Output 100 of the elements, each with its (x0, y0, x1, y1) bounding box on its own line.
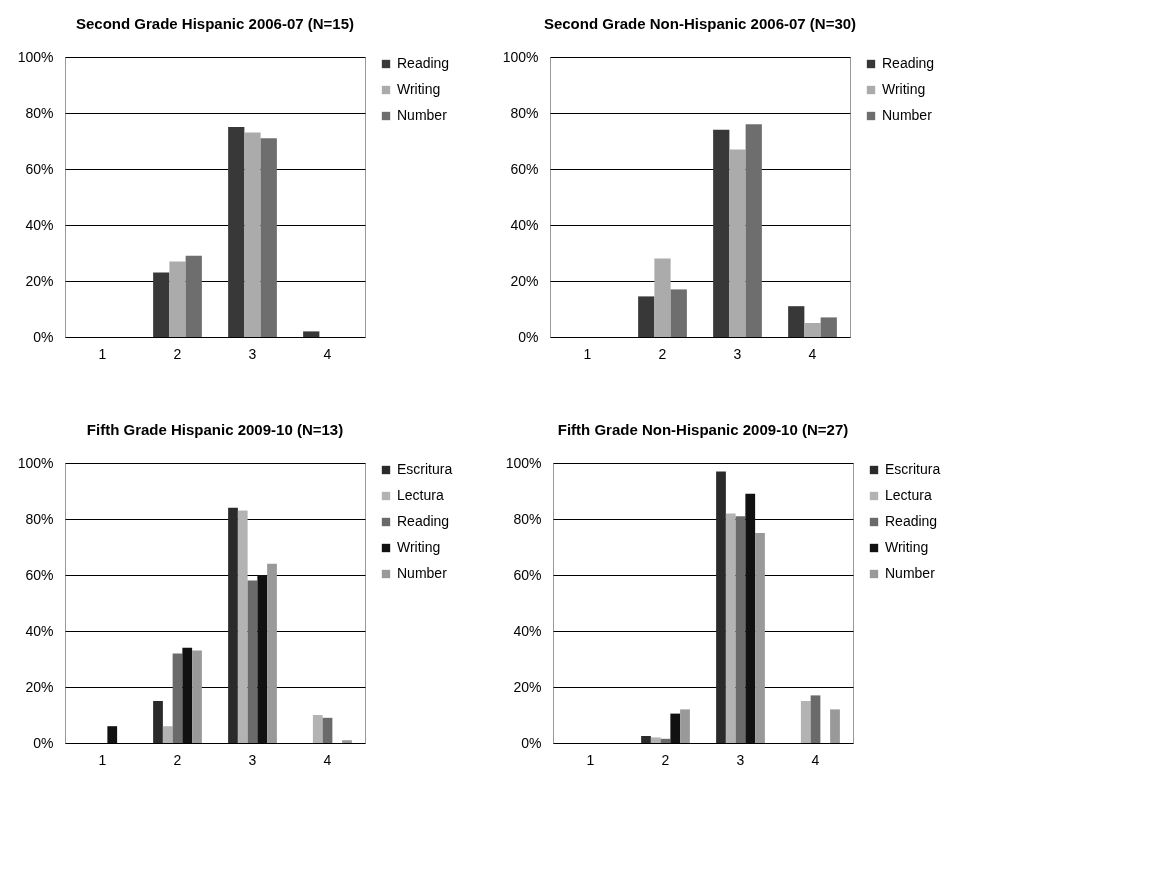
bar (810, 695, 821, 743)
bar (172, 653, 183, 743)
bar (745, 493, 756, 743)
legend-label: Reading (397, 55, 450, 71)
bar (670, 289, 687, 337)
bar (830, 709, 840, 743)
chart-title: Second Grade Hispanic 2006-07 (N=15) (75, 15, 355, 32)
bar (260, 138, 277, 337)
y-tick-label: 0% (33, 328, 54, 345)
y-tick-label: 60% (25, 566, 54, 583)
bar (153, 272, 170, 337)
y-tick-label: 0% (33, 734, 54, 751)
bar (322, 717, 333, 743)
legend-label: Writing (397, 81, 441, 97)
bar (182, 647, 193, 743)
bar (303, 331, 320, 337)
y-tick-label: 100% (17, 48, 54, 65)
x-tick-label: 3 (736, 751, 745, 768)
y-tick-label: 60% (510, 160, 539, 177)
x-tick-label: 2 (173, 345, 182, 362)
bar (820, 317, 837, 337)
bar (153, 701, 163, 743)
x-tick-label: 4 (323, 751, 332, 768)
bar (107, 726, 118, 743)
y-tick-label: 80% (510, 104, 539, 121)
legend-label: Reading (885, 513, 938, 529)
bar (312, 715, 323, 743)
x-tick-label: 2 (658, 345, 667, 362)
bar (192, 650, 202, 743)
x-tick-label: 3 (733, 345, 742, 362)
legend-label: Writing (885, 539, 929, 555)
y-tick-label: 100% (502, 48, 539, 65)
bar (800, 701, 811, 743)
bar (237, 510, 248, 743)
y-tick-label: 0% (518, 328, 539, 345)
x-tick-label: 1 (98, 345, 107, 362)
bar (654, 258, 671, 337)
x-tick-label: 3 (248, 345, 257, 362)
y-tick-label: 80% (25, 510, 54, 527)
bar (169, 261, 186, 337)
bar (244, 132, 261, 337)
x-tick-label: 4 (323, 345, 332, 362)
bar (745, 124, 762, 337)
bar (185, 255, 202, 337)
legend-label: Number (397, 565, 448, 581)
y-tick-label: 40% (513, 622, 542, 639)
bar (713, 129, 730, 337)
bar (267, 563, 277, 743)
x-tick-label: 2 (661, 751, 670, 768)
x-tick-label: 2 (173, 751, 182, 768)
legend-label: Reading (882, 55, 935, 71)
bar (641, 736, 651, 743)
bar (670, 713, 681, 743)
y-tick-label: 40% (25, 216, 54, 233)
y-tick-label: 20% (513, 678, 542, 695)
bar (247, 580, 258, 743)
x-tick-label: 4 (811, 751, 820, 768)
legend-label: Escritura (397, 461, 453, 477)
y-tick-label: 100% (505, 454, 542, 471)
y-tick-label: 20% (510, 272, 539, 289)
bar (638, 296, 655, 337)
x-tick-label: 1 (586, 751, 595, 768)
bar (729, 149, 746, 337)
x-tick-label: 1 (98, 751, 107, 768)
y-tick-label: 60% (25, 160, 54, 177)
legend-label: Writing (882, 81, 926, 97)
y-tick-label: 80% (513, 510, 542, 527)
bar (162, 726, 173, 743)
bar (342, 740, 352, 743)
chart-title: Fifth Grade Non-Hispanic 2009-10 (N=27) (557, 421, 849, 438)
bar (755, 533, 765, 743)
bar (650, 737, 661, 743)
y-tick-label: 60% (513, 566, 542, 583)
bar (680, 709, 690, 743)
bar (228, 127, 245, 337)
chart-title: Fifth Grade Hispanic 2009-10 (N=13) (86, 421, 344, 438)
x-tick-label: 4 (808, 345, 817, 362)
legend-label: Lectura (885, 487, 932, 503)
legend-label: Number (882, 107, 933, 123)
legend-label: Number (885, 565, 936, 581)
legend-label: Number (397, 107, 448, 123)
legend-label: Reading (397, 513, 450, 529)
x-tick-label: 3 (248, 751, 257, 768)
y-tick-label: 40% (510, 216, 539, 233)
legend-label: Writing (397, 539, 441, 555)
chart-title: Second Grade Non-Hispanic 2006-07 (N=30) (543, 15, 857, 32)
y-tick-label: 100% (17, 454, 54, 471)
legend-label: Escritura (885, 461, 941, 477)
bar (228, 507, 238, 743)
y-tick-label: 40% (25, 622, 54, 639)
y-tick-label: 20% (25, 272, 54, 289)
bar (804, 323, 821, 337)
legend-label: Lectura (397, 487, 444, 503)
y-tick-label: 80% (25, 104, 54, 121)
y-tick-label: 0% (521, 734, 542, 751)
bar (788, 306, 805, 337)
bar (735, 516, 746, 743)
bar (716, 471, 726, 743)
bar (725, 513, 736, 743)
bar (257, 575, 268, 743)
